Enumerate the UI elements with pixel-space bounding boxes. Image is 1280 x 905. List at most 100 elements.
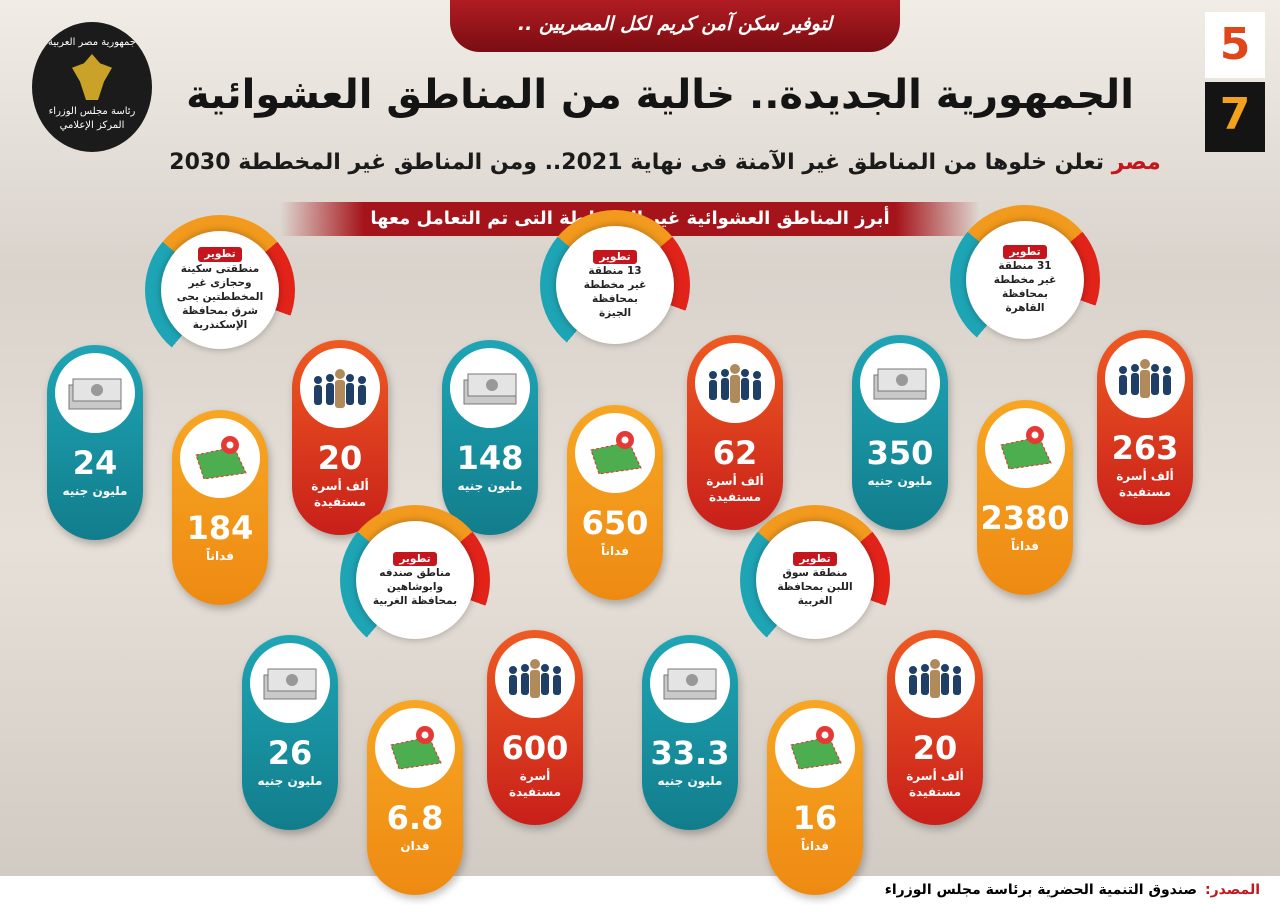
- families-icon: [1105, 338, 1185, 418]
- money-value: 33.3: [650, 734, 730, 772]
- families-unit: مستفيدة: [1118, 485, 1172, 499]
- hub-title-line: غير مخططة: [993, 273, 1057, 286]
- money-value: 350: [866, 434, 934, 472]
- area-value: 16: [792, 799, 838, 837]
- area-icon: [375, 708, 455, 788]
- money-unit: مليون جنيه: [457, 479, 523, 493]
- footer: المصدر: صندوق التنمية الحضرية برئاسة مجلس…: [0, 876, 1280, 905]
- hub-title: تطوير منطقة سوق اللبن بمحافظة الغربية: [756, 521, 874, 639]
- families-unit: مستفيدة: [508, 785, 562, 799]
- hub-title: تطوير 31 منطقة غير مخططة بمحافظة القاهرة: [966, 221, 1084, 339]
- money-value: 148: [456, 439, 524, 477]
- area-unit: فداناً: [206, 549, 234, 563]
- hub-title-line: الغربية: [797, 595, 833, 608]
- logo-text: رئاسة مجلس الوزراء: [48, 106, 136, 117]
- money-icon-graphic: [463, 373, 517, 405]
- families-pill: 20 ألف أسرة مستفيدة: [887, 630, 983, 825]
- title: الجمهورية الجديدة.. خالية من المناطق الع…: [186, 72, 1134, 118]
- families-unit: ألف أسرة: [311, 479, 369, 493]
- area-icon-graphic: [790, 726, 842, 770]
- subtitle: مصر تعلن خلوها من المناطق غير الآمنة فى …: [150, 150, 1180, 175]
- hub-ring: تطوير منطقتى سكينة وحجازى غير المخططتين بحى…: [145, 215, 295, 365]
- money-icon: [250, 643, 330, 723]
- families-icon-graphic: [1119, 359, 1171, 398]
- hub-title-line: المخططتين بحى: [176, 291, 264, 303]
- area-icon: [775, 708, 855, 788]
- families-unit: مستفيدة: [313, 495, 367, 509]
- hub-title: تطوير مناطق صندفه وابوشاهين بمحافظة الغربية: [356, 521, 474, 639]
- hub-title-line: الجيزة: [598, 307, 632, 320]
- hub-ring: تطوير منطقة سوق اللبن بمحافظة الغربية: [740, 505, 890, 655]
- hub-title-line: غير مخططة: [583, 278, 647, 291]
- area-unit: فدان: [400, 839, 430, 853]
- families-unit: ألف أسرة: [906, 769, 964, 783]
- hub-ring: تطوير مناطق صندفه وابوشاهين بمحافظة الغربية: [340, 505, 490, 655]
- hub-title-line: تطوير: [793, 551, 837, 566]
- area-pill: 2380 فداناً: [977, 400, 1073, 595]
- hub-title-line: تطوير: [393, 551, 437, 566]
- money-icon-graphic: [663, 668, 717, 700]
- issue-number: 7: [1205, 82, 1265, 152]
- families-icon-graphic: [509, 659, 561, 698]
- hub-title-line: وابوشاهين: [387, 581, 443, 593]
- hub-title-line: بمحافظة: [1002, 288, 1048, 301]
- hub-title-line: مناطق صندفه: [379, 566, 451, 579]
- hub-ring: تطوير 13 منطقة غير مخططة بمحافظة الجيزة: [540, 210, 690, 360]
- money-value: 26: [267, 734, 313, 772]
- money-icon: [450, 348, 530, 428]
- families-unit: مستفيدة: [708, 490, 762, 504]
- money-icon: [55, 353, 135, 433]
- hub-title-line: 13 منطقة: [588, 264, 642, 277]
- money-unit: مليون جنيه: [62, 484, 128, 498]
- families-pill: 600 أسرة مستفيدة: [487, 630, 583, 825]
- logo: جمهورية مصر العربية رئاسة مجلس الوزراء ا…: [32, 22, 152, 152]
- hub-title-line: تطوير: [1003, 244, 1047, 259]
- area-value: 184: [186, 509, 254, 547]
- families-unit: مستفيدة: [908, 785, 962, 799]
- families-icon: [695, 343, 775, 423]
- logo-eagle: [72, 54, 112, 100]
- families-icon-graphic: [909, 659, 961, 698]
- money-icon: [860, 343, 940, 423]
- money-unit: مليون جنيه: [257, 774, 323, 788]
- money-pill: 33.3 مليون جنيه: [642, 635, 738, 830]
- money-pill: 350 مليون جنيه: [852, 335, 948, 530]
- area-icon-graphic: [590, 431, 642, 475]
- area-value: 650: [581, 504, 649, 542]
- money-unit: مليون جنيه: [657, 774, 723, 788]
- area-icon-graphic: [195, 436, 247, 480]
- money-pill: 148 مليون جنيه: [442, 340, 538, 535]
- money-icon-graphic: [68, 378, 122, 410]
- source-label: المصدر:: [1205, 882, 1260, 898]
- hub-title-line: تطوير: [593, 249, 637, 264]
- hub-title-line: بمحافظة: [592, 293, 638, 306]
- logo-text: جمهورية مصر العربية: [48, 37, 136, 48]
- money-icon: [650, 643, 730, 723]
- area-icon-graphic: [390, 726, 442, 770]
- money-icon-graphic: [263, 668, 317, 700]
- money-pill: 24 مليون جنيه: [47, 345, 143, 540]
- money-unit: مليون جنيه: [867, 474, 933, 488]
- families-value: 263: [1111, 429, 1179, 467]
- area-icon: [575, 413, 655, 493]
- families-value: 20: [912, 729, 958, 767]
- money-icon-graphic: [873, 368, 927, 400]
- families-pill: 20 ألف أسرة مستفيدة: [292, 340, 388, 535]
- area-pill: 16 فداناً: [767, 700, 863, 895]
- area-icon: [180, 418, 260, 498]
- families-unit: أسرة: [519, 769, 551, 783]
- families-icon-graphic: [709, 364, 761, 403]
- issue-number: 5: [1205, 12, 1265, 78]
- subtitle-text: تعلن خلوها من المناطق غير الآمنة فى نهاي…: [169, 150, 1105, 175]
- families-value: 62: [712, 434, 758, 472]
- hub-title-line: تطوير: [198, 247, 242, 262]
- money-pill: 26 مليون جنيه: [242, 635, 338, 830]
- area-pill: 650 فداناً: [567, 405, 663, 600]
- families-value: 20: [317, 439, 363, 477]
- families-unit: ألف أسرة: [706, 474, 764, 488]
- families-value: 600: [501, 729, 569, 767]
- families-unit: ألف أسرة: [1116, 469, 1174, 483]
- logo-text: المركز الإعلامي: [59, 120, 125, 131]
- area-value: 6.8: [386, 799, 444, 837]
- hub-title-line: الإسكندرية: [192, 319, 248, 332]
